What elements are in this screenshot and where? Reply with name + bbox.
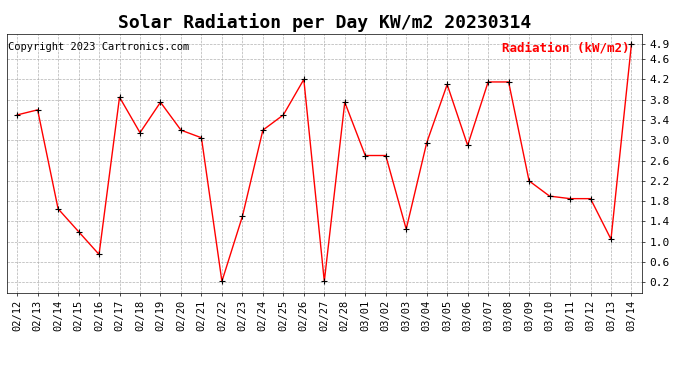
Text: Copyright 2023 Cartronics.com: Copyright 2023 Cartronics.com [8, 42, 190, 51]
Text: Radiation (kW/m2): Radiation (kW/m2) [502, 42, 629, 54]
Title: Solar Radiation per Day KW/m2 20230314: Solar Radiation per Day KW/m2 20230314 [118, 13, 531, 32]
